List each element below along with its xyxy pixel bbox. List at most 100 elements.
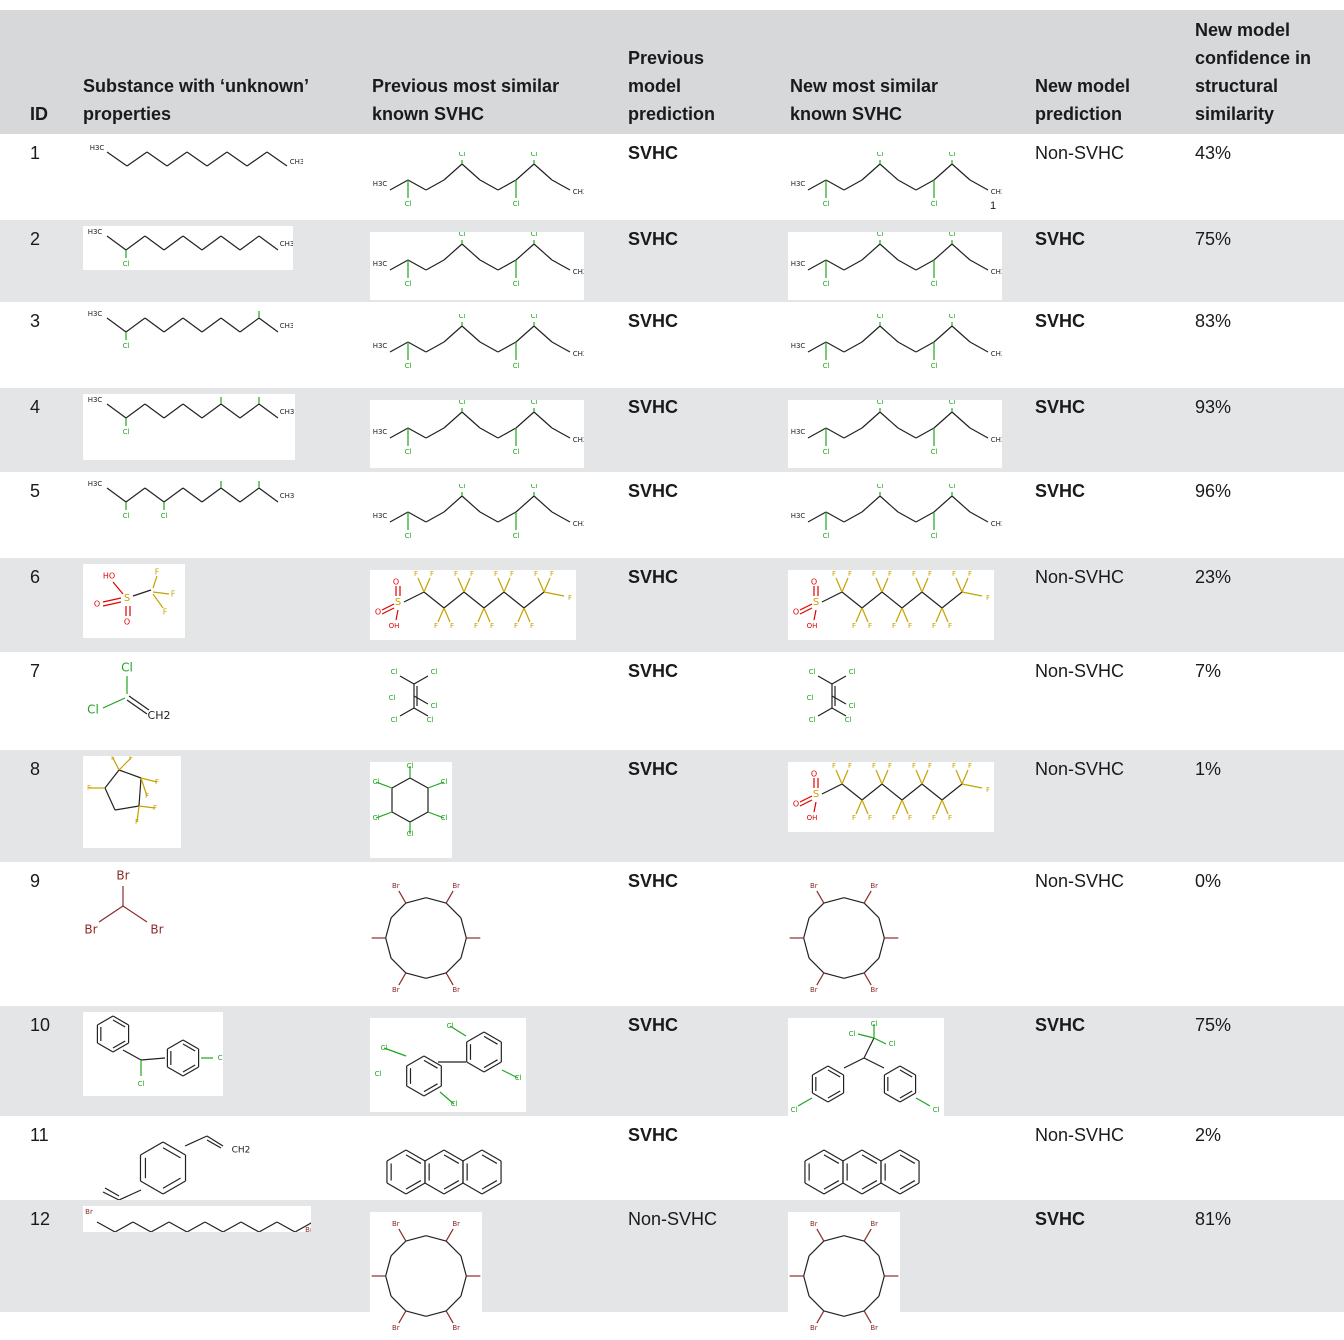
svg-text:Br: Br [392,1324,400,1332]
svg-text:CH3: CH3 [573,436,584,444]
svg-text:H3C: H3C [373,260,388,268]
new-prediction: SVHC [1035,229,1086,249]
substance-structure-image-structure: H3C CH3 Cl Cl Cl [88,394,295,436]
svg-text:Cl: Cl [877,232,884,238]
svg-text:Br: Br [870,882,878,890]
substance-structure-image-structure: CH2H2C [84,1135,250,1210]
svg-text:Br: Br [84,923,97,937]
svg-text:CH3: CH3 [573,520,584,528]
svg-text:Cl: Cl [373,778,380,786]
svg-text:Cl: Cl [407,830,414,838]
svg-text:Cl: Cl [256,394,263,396]
svg-text:CH3: CH3 [991,520,1002,528]
svg-text:Cl: Cl [459,152,466,158]
svg-text:Cl: Cl [161,512,168,520]
svg-text:Cl: Cl [459,484,466,490]
svg-text:Cl: Cl [791,1106,798,1114]
header-prev-pred: Previous model prediction [628,48,716,124]
svg-text:H3C: H3C [88,396,103,404]
previous-svhc-structure-image [370,1128,520,1198]
substance-structure-image: H3C CH3 Cl Cl [83,308,293,374]
svg-text:OH: OH [807,622,818,630]
svg-text:F: F [872,762,876,770]
confidence-value: 93% [1195,397,1232,417]
substance-structure-image-structure: Cl Cl [96,1015,223,1088]
previous-svhc-structure-image: H3C CH3 Cl Cl Cl Cl [370,400,584,468]
svg-text:F: F [932,814,936,822]
svg-text:F: F [888,762,892,770]
svg-text:CH3: CH3 [991,188,1002,196]
svg-text:F: F [932,622,936,630]
svg-text:H3C: H3C [88,310,103,318]
svg-text:CH3: CH3 [280,408,295,416]
table-row: 8 F F F F F F F Cl Cl Cl Cl Cl Cl SVHC S O O OH F F F F F F F F F F F… [0,750,1344,862]
row-id: 6 [30,567,41,587]
svg-text:O: O [793,800,799,809]
svg-text:Br: Br [392,986,400,994]
svg-text:O: O [124,618,130,627]
confidence-value: 7% [1195,661,1222,681]
new-prediction: Non-SVHC [1035,567,1125,587]
svg-text:Br: Br [150,923,163,937]
row-id: 8 [30,759,41,779]
svg-text:F: F [490,622,494,630]
svg-text:Cl: Cl [933,1106,940,1114]
svg-text:F: F [928,570,932,578]
previous-prediction: SVHC [628,759,679,779]
table-header: ID Substance with ‘unknown’ properties P… [0,10,1344,134]
svg-text:Cl: Cl [513,448,520,456]
table-row: 4 H3C CH3 Cl Cl Cl H3C CH3 Cl Cl Cl Cl SVHC H3C CH3 Cl C… [0,388,1344,472]
previous-prediction: SVHC [628,1125,679,1145]
svg-text:Cl: Cl [515,1074,522,1082]
svg-text:O: O [393,578,399,587]
svg-text:F: F [908,814,912,822]
previous-svhc-structure-image: H3C CH3 Cl Cl Cl Cl [370,314,584,382]
table-row: 6 HO S O O F F F S O O OH F F F F F F F F F F F F F F F SVHC S O O OH F F… [0,558,1344,652]
svg-text:Cl: Cl [256,308,263,310]
svg-text:CH2: CH2 [148,709,171,722]
svg-text:Br: Br [870,986,878,994]
svg-text:F: F [430,570,434,578]
svg-text:Cl: Cl [123,428,130,436]
svg-text:Cl: Cl [405,532,412,540]
svg-text:F: F [912,570,916,578]
svg-text:F: F [848,570,852,578]
svg-text:Cl: Cl [123,512,130,520]
svg-text:Cl: Cl [513,362,520,370]
substance-structure-image: CH2H2C [83,1122,253,1212]
svg-text:F: F [454,570,458,578]
row-id: 7 [30,661,41,681]
svg-text:Cl: Cl [123,342,130,350]
svg-text:OH: OH [389,622,400,630]
row-id: 2 [30,229,41,249]
svg-text:Br: Br [305,1226,311,1232]
header-confidence: New model confidence in structural simil… [1195,20,1312,124]
svg-text:F: F [986,786,990,794]
svg-text:F: F [948,814,952,822]
svg-text:H3C: H3C [373,512,388,520]
svg-text:F: F [534,570,538,578]
svg-text:F: F [470,570,474,578]
previous-svhc-structure-image-structure: H3C CH3 Cl Cl Cl Cl [373,314,584,370]
new-svhc-structure-image-structure: Cl Cl Cl Cl Cl [791,1020,940,1114]
previous-svhc-structure-image: H3C CH3 Cl Cl Cl Cl [370,484,584,552]
table-row: 3 H3C CH3 Cl Cl H3C CH3 Cl Cl Cl Cl SVHC H3C CH3 Cl Cl C… [0,302,1344,388]
svg-text:CH3: CH3 [991,436,1002,444]
svg-text:F: F [968,762,972,770]
previous-svhc-structure-image: S O O OH F F F F F F F F F F F F F F F [370,570,576,640]
svg-text:O: O [793,608,799,617]
svg-text:Cl: Cl [87,703,99,717]
new-prediction: SVHC [1035,481,1086,501]
new-prediction: SVHC [1035,1209,1086,1229]
svg-text:F: F [111,756,115,762]
svg-text:F: F [852,622,856,630]
svg-text:CH3: CH3 [573,188,584,196]
svg-text:Br: Br [452,986,460,994]
svg-text:F: F [155,568,160,577]
previous-svhc-structure-image: H3C CH3 Cl Cl Cl Cl [370,232,584,300]
svg-text:Cl: Cl [931,532,938,540]
previous-svhc-structure-image: Cl Cl Cl Cl Cl [370,1018,526,1112]
svg-text:CH3: CH3 [991,268,1002,276]
